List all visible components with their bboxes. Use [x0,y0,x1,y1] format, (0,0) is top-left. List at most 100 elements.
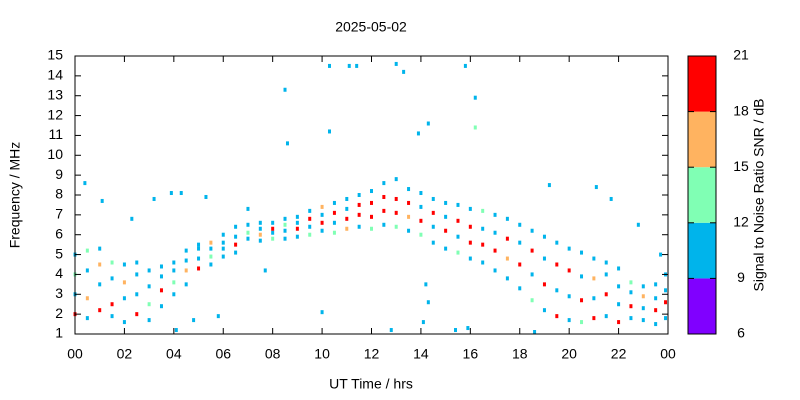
data-point [263,268,267,273]
data-point [641,294,645,299]
data-point [152,196,156,201]
data-point [431,224,435,229]
data-point [604,314,608,319]
data-point [555,314,559,319]
colorbar-segment [688,278,716,334]
data-point [473,125,477,130]
data-point [85,268,89,273]
x-tick-label: 12 [364,346,380,362]
data-point [98,262,102,267]
data-point [122,320,126,325]
data-point [547,183,551,188]
data-point [592,256,596,261]
data-point [347,63,351,68]
x-tick-label: 08 [265,346,281,362]
data-point [159,288,163,293]
data-point [505,256,509,261]
colorbar-segment [688,56,716,112]
data-point [172,268,176,273]
data-point [192,318,196,323]
data-point [407,214,411,219]
data-point [493,230,497,235]
x-tick-label: 14 [413,346,429,362]
data-point [271,226,275,231]
data-point [592,296,596,301]
colorbar-tick-label: 18 [733,102,749,118]
data-point [172,292,176,297]
data-point [98,246,102,251]
x-tick-label: 18 [512,346,528,362]
y-tick-label: 8 [55,186,63,202]
data-point [327,129,331,134]
data-point [271,220,275,225]
data-point [481,208,485,213]
data-point [197,256,201,261]
data-point [234,234,238,239]
colorbar-tick-label: 9 [737,269,745,285]
data-point [419,218,423,223]
y-tick-label: 9 [55,166,63,182]
y-tick-label: 1 [55,325,63,341]
y-tick-label: 3 [55,285,63,301]
data-point [320,204,324,209]
data-point [473,95,477,100]
data-point [580,298,584,303]
data-point [135,260,139,265]
data-point [110,314,114,319]
data-point [592,316,596,321]
data-point [394,224,398,229]
data-point [184,258,188,263]
data-point [234,250,238,255]
data-point [594,185,598,190]
y-tick-label: 15 [47,47,63,63]
data-point [370,200,373,205]
data-point [135,292,139,297]
data-point [493,248,497,253]
data-point [493,268,497,273]
data-point [530,248,534,253]
data-point [394,196,398,201]
data-point [197,266,201,271]
x-tick-label: 04 [166,346,182,362]
data-point [216,314,220,319]
colorbar-tick-label: 12 [733,214,749,230]
colorbar-label: Signal to Noise Ratio SNR / dB [751,99,767,292]
data-point [184,268,188,273]
data-point [204,194,208,199]
data-point [332,220,336,225]
y-tick-label: 11 [48,126,63,142]
y-tick-label: 14 [47,67,63,83]
y-tick-label: 2 [55,305,63,321]
data-point [617,266,621,271]
y-tick-label: 10 [47,146,63,162]
data-point [283,228,287,233]
data-point [426,300,430,305]
data-point [345,196,349,201]
data-point [320,212,324,217]
data-point [209,254,213,259]
data-point [567,268,571,273]
colorbar-tick-label: 21 [733,47,749,63]
data-point [370,214,373,219]
x-tick-label: 22 [611,346,627,362]
data-point [169,191,173,196]
data-point [604,272,608,277]
data-point [468,240,472,245]
x-tick-label: 00 [660,346,676,362]
data-point [530,228,534,233]
data-point [327,63,331,68]
data-point [332,210,336,215]
data-point [382,222,386,227]
data-point [295,226,299,231]
data-point [456,202,460,207]
data-point [604,260,608,265]
data-point [424,282,428,287]
data-point [110,276,114,281]
data-point [174,328,178,333]
data-point [402,69,406,74]
data-point [426,121,430,126]
data-point [416,131,420,136]
data-point [518,222,522,227]
